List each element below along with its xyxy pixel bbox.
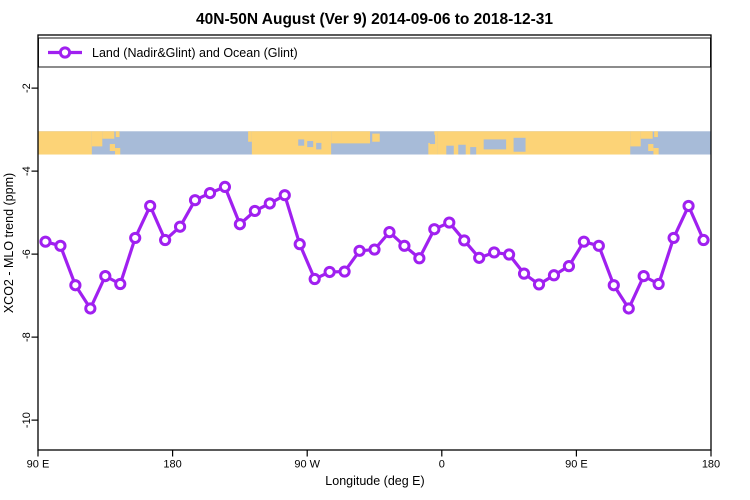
data-point [114, 277, 127, 291]
data-point [488, 246, 501, 259]
y-tick-label: -10 [21, 412, 33, 428]
data-point [84, 302, 97, 315]
y-tick-label: -8 [21, 332, 33, 342]
x-tick-label: 90 W [294, 459, 320, 471]
data-point [188, 194, 202, 207]
data-point [278, 189, 291, 202]
map-land-segment [109, 144, 116, 152]
map-ocean-patch [307, 141, 314, 148]
map-land-segment [630, 131, 641, 147]
data-point [532, 278, 546, 291]
axis-ticks: 90 E 180 90 W 0 90 E 180 -2 -4 -6 -8 -10 [21, 83, 720, 470]
map-land-segment [653, 148, 659, 155]
map-land-segment [102, 131, 115, 139]
data-point [368, 243, 381, 256]
x-axis-title: Longitude (deg E) [325, 474, 424, 488]
map-land-segment [91, 131, 103, 147]
map-land-segment [251, 131, 332, 155]
map-land-segment [115, 131, 120, 138]
y-tick-label: -4 [21, 166, 33, 176]
data-point [517, 267, 531, 280]
data-point [592, 239, 605, 252]
data-point [652, 277, 665, 291]
data-point [637, 270, 650, 283]
map-land-segment [115, 148, 121, 155]
map-land-segment [654, 131, 658, 138]
data-point [293, 238, 306, 251]
map-land-segment [248, 131, 252, 142]
data-point [562, 260, 576, 273]
data-point [682, 199, 695, 213]
data-point [248, 204, 261, 218]
map-ocean-patch [298, 139, 305, 146]
data-point [443, 216, 456, 229]
data-point [129, 231, 142, 245]
data-point [547, 269, 561, 282]
x-tick-label: 0 [439, 459, 445, 471]
data-point [607, 279, 620, 292]
map-land-segment [434, 131, 438, 143]
data-point [577, 235, 590, 248]
data-point [353, 244, 366, 257]
data-point [697, 233, 710, 247]
data-point [159, 233, 172, 247]
y-tick-label: -2 [21, 83, 33, 93]
data-point [473, 251, 486, 264]
data-point [667, 231, 680, 245]
data-point [323, 265, 336, 279]
data-point [69, 279, 82, 292]
x-tick-label: 180 [163, 459, 181, 471]
x-tick-label: 90 E [27, 459, 50, 471]
y-axis-title: XCO2 - MLO trend (ppm) [2, 173, 16, 313]
x-tick-label: 90 E [565, 459, 588, 471]
data-point [203, 187, 217, 200]
data-point [233, 218, 246, 231]
data-point [398, 239, 411, 252]
map-land-segment [648, 144, 654, 152]
data-point [428, 223, 441, 236]
world-map-band [38, 131, 711, 155]
data-point [308, 272, 321, 286]
data-point [263, 197, 276, 210]
data-point [173, 220, 187, 233]
data-point [39, 235, 52, 248]
plot-border [37, 34, 712, 451]
legend-marker-icon [58, 46, 72, 59]
map-ocean-patch [316, 142, 322, 150]
map-ocean-patch [446, 145, 454, 155]
data-point [413, 252, 426, 265]
map-ocean-patch [470, 147, 477, 155]
data-point [218, 180, 232, 193]
map-ocean-patch [483, 139, 507, 150]
map-land-segment [372, 133, 380, 142]
data-point [54, 239, 67, 252]
data-point [622, 302, 635, 315]
data-point [338, 265, 351, 278]
x-tick-label: 180 [702, 459, 720, 471]
data-series [39, 180, 710, 315]
data-point [458, 234, 471, 247]
map-ocean-patch [429, 134, 436, 145]
map-land-segment [437, 131, 631, 155]
legend-label: Land (Nadir&Glint) and Ocean (Glint) [92, 46, 298, 60]
data-point [99, 270, 112, 283]
y-tick-label: -6 [21, 249, 33, 259]
map-land-segment [38, 131, 92, 155]
map-ocean-patch [458, 144, 466, 155]
map-land-segment [428, 142, 438, 155]
data-point [503, 248, 516, 261]
legend: Land (Nadir&Glint) and Ocean (Glint) [38, 37, 711, 68]
chart-title: 40N-50N August (Ver 9) 2014-09-06 to 201… [196, 11, 553, 28]
data-point [144, 199, 157, 213]
map-land-segment [640, 131, 653, 139]
data-point [383, 226, 396, 239]
legend-box [38, 37, 711, 68]
map-land-segment [331, 131, 371, 144]
map-ocean-patch [513, 137, 526, 152]
